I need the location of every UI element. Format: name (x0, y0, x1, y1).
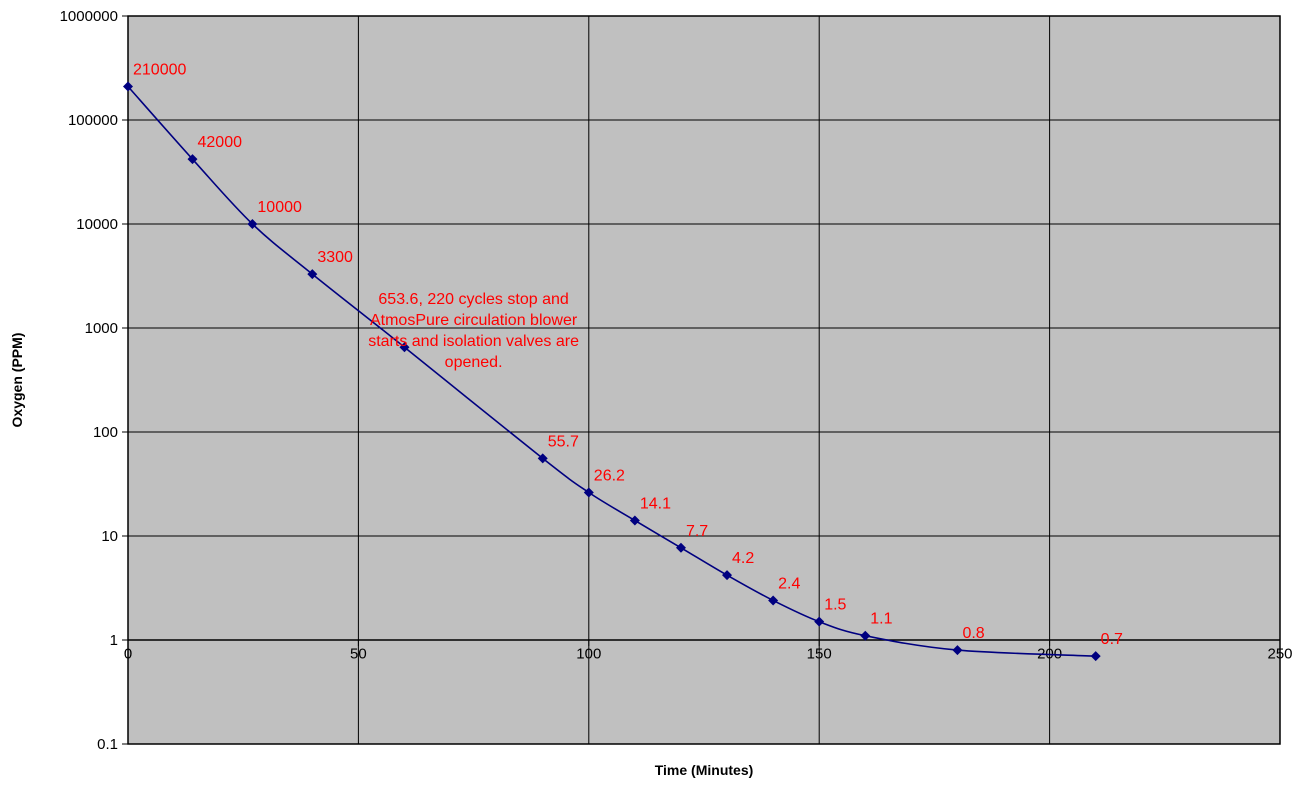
data-label: 7.7 (686, 523, 708, 540)
x-axis-ticks: 0 50 100 150 200 250 (124, 639, 1293, 662)
data-point-marker (814, 616, 825, 627)
y-tick-label: 1000000 (60, 8, 118, 25)
data-label: 14.1 (640, 495, 671, 512)
data-point-marker (187, 154, 198, 165)
y-axis-ticks: 0.1 1 10 100 1000 10000 100000 1000000 (60, 8, 128, 753)
data-point-marker (860, 630, 871, 641)
data-label: 4.2 (732, 550, 754, 567)
data-label: 3300 (317, 249, 353, 266)
y-tick-label: 10 (101, 528, 118, 545)
y-axis-title: Oxygen (PPM) (9, 333, 25, 428)
data-point-marker (629, 515, 640, 526)
data-point-marker (952, 645, 963, 656)
data-point-marker (247, 219, 258, 229)
y-tick-label: 10000 (76, 216, 118, 233)
data-point-marker (768, 595, 779, 606)
annotation-line: opened. (445, 354, 503, 371)
data-label: 10000 (257, 199, 302, 216)
data-markers (123, 81, 1101, 662)
annotation-line: starts and isolation valves are (368, 333, 579, 350)
data-point-marker (675, 542, 686, 553)
data-point-marker (537, 453, 548, 464)
data-label: 1.5 (824, 597, 846, 614)
data-point-marker (399, 342, 410, 353)
x-tick-label: 50 (350, 645, 367, 662)
x-tick-label: 150 (807, 645, 832, 662)
data-point-marker (583, 487, 594, 498)
data-point-marker (123, 81, 133, 92)
data-label: 0.8 (962, 625, 984, 642)
data-label: 1.1 (870, 611, 892, 628)
annotation-line: 653.6, 220 cycles stop and (378, 291, 568, 308)
data-label: 2.4 (778, 575, 800, 592)
y-tick-label: 100000 (68, 112, 118, 129)
plot-area (128, 16, 1280, 744)
data-label: 210000 (133, 61, 186, 78)
data-point-marker (722, 570, 733, 581)
data-label: 0.7 (1101, 631, 1123, 648)
y-tick-label: 1000 (85, 320, 118, 337)
data-label: 42000 (198, 134, 243, 151)
y-tick-label: 100 (93, 424, 118, 441)
data-labels: 210000 42000 10000 3300 55.7 26.2 14.1 7.7 4.2 2.… (133, 61, 1123, 648)
plot-frame (127, 15, 1281, 745)
data-label: 55.7 (548, 433, 579, 450)
y-tick-label: 1 (110, 632, 118, 649)
data-point-marker (307, 269, 318, 280)
x-tick-label: 0 (124, 645, 132, 662)
y-tick-label: 0.1 (97, 736, 118, 753)
x-tick-label: 250 (1267, 645, 1292, 662)
data-point-marker (1090, 651, 1101, 662)
data-label: 26.2 (594, 467, 625, 484)
x-axis-title: Time (Minutes) (655, 762, 754, 778)
x-tick-label: 100 (576, 645, 601, 662)
annotation-line: AtmosPure circulation blower (370, 312, 578, 329)
annotation: 653.6, 220 cycles stop and AtmosPure circ… (368, 291, 579, 371)
